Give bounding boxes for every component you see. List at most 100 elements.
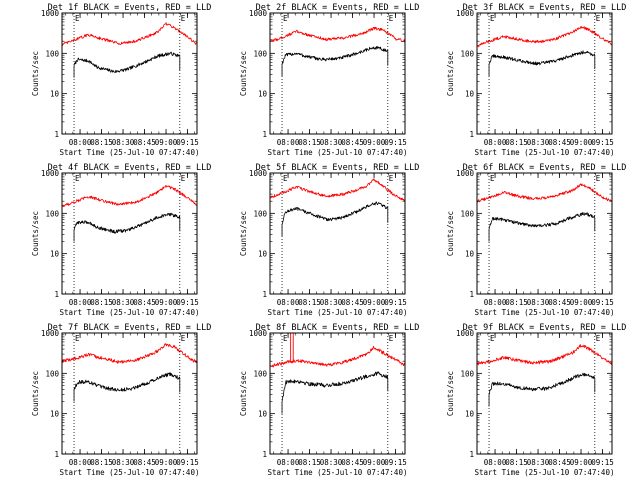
panel-title: Det 5f BLACK = Events, RED = LLD bbox=[256, 163, 420, 173]
y-tick-label: 10 bbox=[258, 90, 268, 99]
panel-title: Det 9f BLACK = Events, RED = LLD bbox=[463, 323, 627, 333]
x-tick-label: 09:15 bbox=[176, 458, 199, 467]
x-tick-label: 09:00 bbox=[155, 138, 178, 147]
series-line-events bbox=[488, 212, 596, 242]
y-tick-label: 1 bbox=[54, 450, 59, 459]
x-tick-label: 08:00 bbox=[69, 138, 92, 147]
panel-title: Det 1f BLACK = Events, RED = LLD bbox=[48, 3, 212, 13]
x-tick-label: 08:30 bbox=[112, 298, 135, 307]
x-tick-label: 08:15 bbox=[90, 458, 113, 467]
x-tick-label: 08:00 bbox=[277, 298, 300, 307]
event-marker-label: E bbox=[389, 14, 394, 23]
y-tick-label: 1 bbox=[469, 130, 474, 139]
x-tick-label: 09:00 bbox=[363, 298, 386, 307]
x-tick-label: 08:45 bbox=[548, 138, 571, 147]
y-tick-label: 100 bbox=[460, 49, 474, 58]
series-line-events bbox=[281, 45, 389, 76]
x-tick-label: 08:45 bbox=[341, 298, 364, 307]
plot-frame bbox=[269, 332, 406, 455]
event-marker-label: E bbox=[596, 14, 601, 23]
x-tick-label: 09:00 bbox=[363, 458, 386, 467]
event-marker-label: E bbox=[283, 174, 288, 183]
x-tick-label: 09:15 bbox=[176, 138, 199, 147]
x-tick-label: 08:15 bbox=[298, 138, 321, 147]
y-tick-label: 100 bbox=[45, 49, 59, 58]
x-tick-label: 08:30 bbox=[527, 298, 550, 307]
y-axis-label: Counts/sec bbox=[31, 371, 40, 416]
x-tick-label: 08:30 bbox=[112, 458, 135, 467]
y-tick-label: 1000 bbox=[41, 169, 60, 178]
y-tick-label: 10 bbox=[258, 410, 268, 419]
y-axis-label: Counts/sec bbox=[239, 371, 248, 416]
x-tick-label: 08:00 bbox=[277, 458, 300, 467]
series-line-lld bbox=[61, 184, 198, 208]
x-tick-label: 08:45 bbox=[548, 458, 571, 467]
y-tick-label: 1 bbox=[54, 290, 59, 299]
x-axis-label: Start Time (25-Jul-10 07:47:40) bbox=[60, 468, 200, 477]
x-tick-label: 08:15 bbox=[505, 138, 528, 147]
x-tick-label: 09:15 bbox=[591, 298, 614, 307]
y-tick-label: 1 bbox=[469, 450, 474, 459]
x-tick-label: 08:00 bbox=[484, 298, 507, 307]
series-line-lld bbox=[61, 343, 198, 364]
x-tick-label: 09:00 bbox=[155, 298, 178, 307]
y-axis-label: Counts/sec bbox=[446, 211, 455, 256]
panel-title: Det 6f BLACK = Events, RED = LLD bbox=[463, 163, 627, 173]
x-tick-label: 09:15 bbox=[384, 298, 407, 307]
x-tick-label: 09:00 bbox=[155, 458, 178, 467]
event-marker-label: E bbox=[596, 334, 601, 343]
series-line-events bbox=[73, 51, 181, 78]
series-line-events bbox=[73, 372, 181, 402]
y-tick-label: 1000 bbox=[41, 329, 60, 338]
x-tick-label: 08:00 bbox=[69, 458, 92, 467]
x-tick-label: 08:15 bbox=[505, 298, 528, 307]
series-line-events bbox=[73, 212, 181, 242]
x-tick-label: 09:15 bbox=[176, 298, 199, 307]
y-tick-label: 10 bbox=[465, 410, 475, 419]
plot-frame bbox=[269, 172, 406, 295]
x-tick-label: 08:30 bbox=[320, 298, 343, 307]
y-axis-label: Counts/sec bbox=[239, 211, 248, 256]
x-tick-label: 08:15 bbox=[298, 458, 321, 467]
plot-frame bbox=[476, 172, 613, 295]
x-axis-label: Start Time (25-Jul-10 07:47:40) bbox=[268, 308, 408, 317]
plot-frame bbox=[269, 12, 406, 135]
x-tick-label: 08:45 bbox=[341, 138, 364, 147]
x-axis-label: Start Time (25-Jul-10 07:47:40) bbox=[60, 308, 200, 317]
x-tick-label: 08:30 bbox=[527, 138, 550, 147]
x-tick-label: 08:30 bbox=[320, 138, 343, 147]
x-axis-label: Start Time (25-Jul-10 07:47:40) bbox=[475, 148, 615, 157]
y-axis-label: Counts/sec bbox=[31, 211, 40, 256]
x-tick-label: 08:30 bbox=[112, 138, 135, 147]
panel-title: Det 3f BLACK = Events, RED = LLD bbox=[463, 3, 627, 13]
y-tick-label: 10 bbox=[50, 90, 60, 99]
x-axis-label: Start Time (25-Jul-10 07:47:40) bbox=[475, 308, 615, 317]
series-line-lld bbox=[269, 26, 406, 43]
series-line-lld bbox=[476, 25, 613, 48]
panel-title: Det 2f BLACK = Events, RED = LLD bbox=[256, 3, 420, 13]
x-tick-label: 08:00 bbox=[69, 298, 92, 307]
y-tick-label: 100 bbox=[45, 369, 59, 378]
y-tick-label: 1000 bbox=[456, 169, 475, 178]
y-tick-label: 1 bbox=[262, 450, 267, 459]
x-tick-label: 08:15 bbox=[298, 298, 321, 307]
y-axis-label: Counts/sec bbox=[446, 371, 455, 416]
series-line-lld bbox=[476, 183, 613, 203]
y-axis-label: Counts/sec bbox=[239, 51, 248, 96]
event-marker-label: E bbox=[490, 14, 495, 23]
x-tick-label: 08:15 bbox=[90, 138, 113, 147]
x-tick-label: 09:15 bbox=[591, 138, 614, 147]
x-tick-label: 08:45 bbox=[133, 298, 156, 307]
x-tick-label: 08:00 bbox=[484, 138, 507, 147]
y-tick-label: 10 bbox=[50, 250, 60, 259]
series-line-events bbox=[488, 50, 596, 76]
x-tick-label: 08:30 bbox=[527, 458, 550, 467]
series-line-lld bbox=[269, 178, 406, 202]
x-tick-label: 09:00 bbox=[570, 138, 593, 147]
plot-frame bbox=[61, 332, 198, 455]
